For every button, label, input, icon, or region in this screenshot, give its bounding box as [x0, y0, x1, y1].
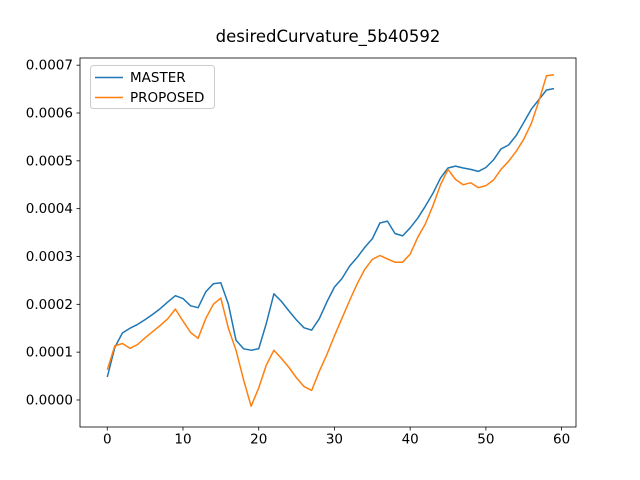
x-tick-label: 20	[250, 432, 267, 448]
x-tick-label: 30	[326, 432, 343, 448]
x-tick-label: 40	[402, 432, 419, 448]
y-tick-label: 0.0000	[26, 392, 73, 408]
y-tick-label: 0.0006	[26, 106, 73, 122]
legend: MASTER PROPOSED	[90, 65, 215, 109]
y-tick-label: 0.0002	[26, 297, 73, 313]
series-line-proposed	[106, 73, 555, 407]
legend-label-proposed: PROPOSED	[130, 90, 204, 106]
axes-spines	[79, 57, 577, 428]
legend-label-master: MASTER	[130, 70, 186, 86]
x-tick-label: 60	[553, 432, 570, 448]
y-tick-label: 0.0004	[26, 201, 73, 217]
y-tick-label: 0.0007	[26, 58, 73, 74]
y-tick-label: 0.0003	[26, 249, 73, 265]
series-line-master	[106, 87, 555, 378]
plot-area: 0 10 20 30 40 50 60 0.0000 0.0001 0.0002 0.0003 0.0…	[26, 57, 577, 448]
chart-title: desiredCurvature_5b40592	[216, 27, 441, 47]
x-tick-label: 50	[477, 432, 494, 448]
y-tick-label: 0.0005	[26, 153, 73, 169]
y-tick-label: 0.0001	[26, 345, 73, 361]
x-tick-label: 0	[103, 432, 112, 448]
x-tick-label: 10	[174, 432, 191, 448]
